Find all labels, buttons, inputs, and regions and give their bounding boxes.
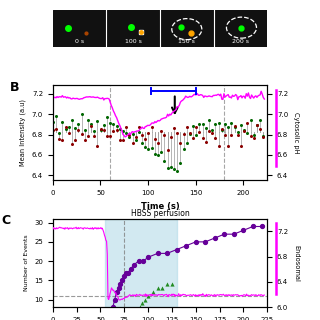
- Bar: [105, 219, 177, 307]
- Text: B: B: [10, 81, 20, 94]
- X-axis label: Time (s): Time (s): [140, 202, 180, 211]
- Y-axis label: Cytosolic pH: Cytosolic pH: [293, 112, 299, 154]
- Text: 200 s: 200 s: [232, 39, 249, 44]
- Bar: [214, 10, 267, 47]
- Y-axis label: Number of Events: Number of Events: [24, 235, 28, 291]
- Bar: [160, 10, 214, 47]
- Text: 100 s: 100 s: [125, 39, 142, 44]
- Bar: [106, 10, 160, 47]
- Text: 150 s: 150 s: [178, 39, 195, 44]
- Text: 0 s: 0 s: [75, 39, 84, 44]
- Y-axis label: Mean Intensity (a.u): Mean Intensity (a.u): [20, 100, 26, 166]
- Title: HBSS perfusion: HBSS perfusion: [131, 209, 189, 218]
- Y-axis label: Endosomal: Endosomal: [293, 244, 299, 281]
- Bar: [53, 10, 106, 47]
- Text: C: C: [1, 214, 11, 228]
